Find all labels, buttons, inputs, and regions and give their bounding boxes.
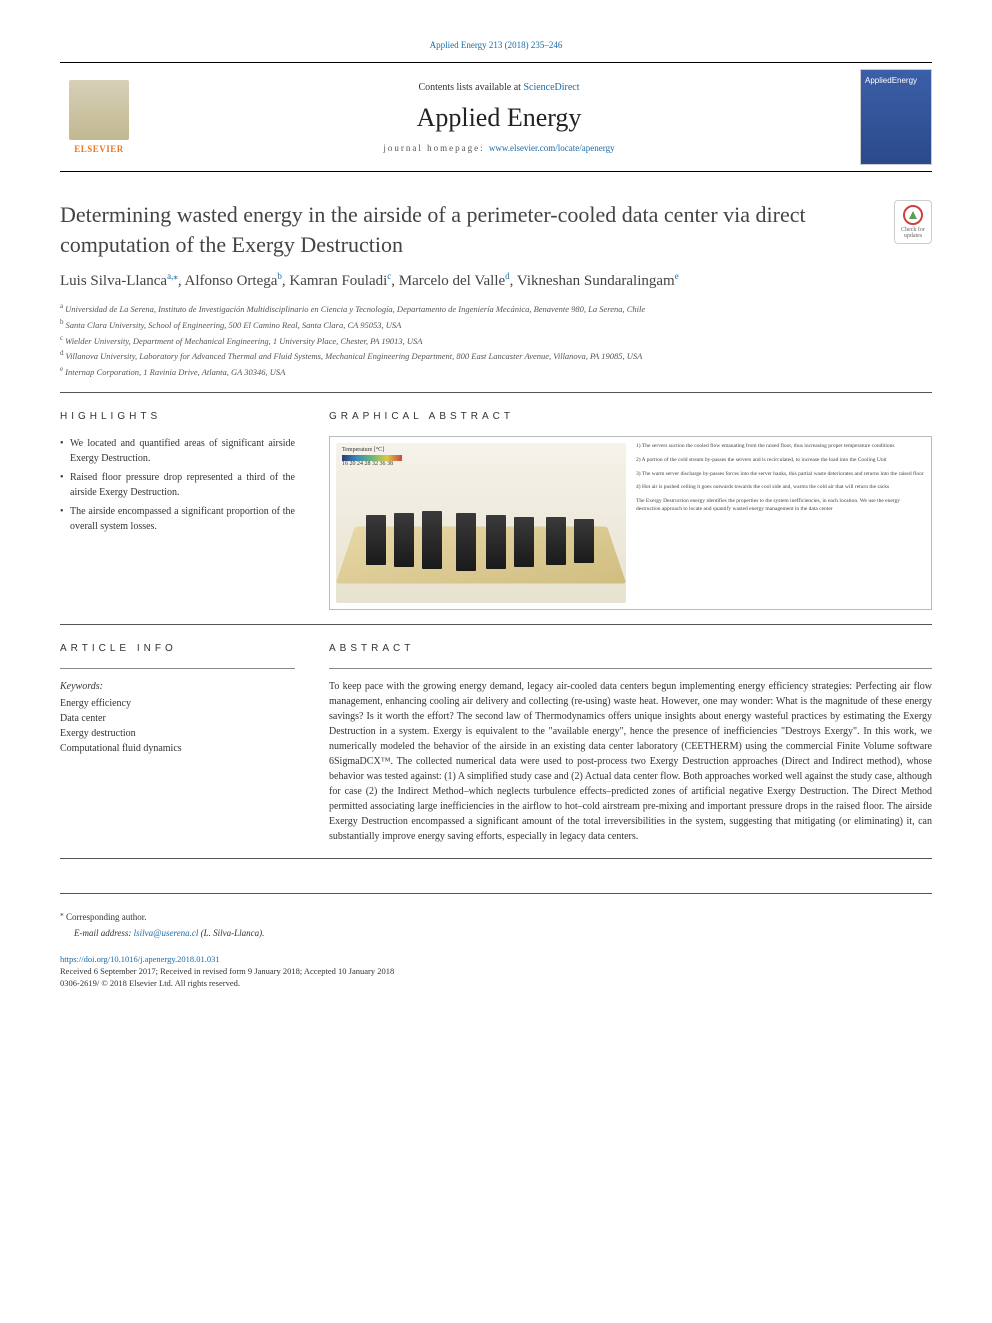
abstract-text: To keep pace with the growing energy dem… — [329, 679, 932, 844]
rule-1 — [60, 392, 932, 393]
author-4: , Marcelo del Valle — [391, 273, 505, 289]
affiliation-line: dVillanova University, Laboratory for Ad… — [60, 348, 932, 363]
elsevier-logo: ELSEVIER — [60, 73, 138, 161]
author-1: Luis Silva-Llanca — [60, 273, 167, 289]
highlight-item: Raised floor pressure drop represented a… — [60, 470, 295, 500]
ga-annotation: 3) The warm server discharge by-passes f… — [636, 471, 925, 479]
ga-rack — [394, 513, 414, 567]
journal-name: Applied Energy — [138, 103, 860, 133]
sciencedirect-link[interactable]: ScienceDirect — [523, 82, 579, 93]
affiliation-sup: a — [60, 302, 63, 310]
ga-rack — [486, 515, 506, 569]
keyword-item: Data center — [60, 711, 295, 726]
email-author: (L. Silva-Llanca). — [198, 928, 264, 938]
contents-prefix: Contents lists available at — [418, 82, 523, 93]
keywords-block: Keywords: Energy efficiencyData centerEx… — [60, 679, 295, 756]
author-5: , Vikneshan Sundaralingam — [510, 273, 675, 289]
ga-legend-title: Temperature [°C] — [342, 447, 384, 453]
doi-link[interactable]: https://doi.org/10.1016/j.apenergy.2018.… — [60, 954, 220, 964]
header-center: Contents lists available at ScienceDirec… — [138, 82, 860, 153]
received-line: Received 6 September 2017; Received in r… — [60, 966, 394, 976]
contents-line: Contents lists available at ScienceDirec… — [138, 82, 860, 93]
keyword-item: Exergy destruction — [60, 726, 295, 741]
keyword-item: Computational fluid dynamics — [60, 741, 295, 756]
journal-cover: AppliedEnergy — [860, 69, 932, 165]
footer-block: ⁎ Corresponding author. E-mail address: … — [60, 893, 932, 990]
author-5-aff[interactable]: e — [675, 271, 679, 281]
author-3: , Kamran Fouladi — [282, 273, 387, 289]
ga-annotations: 1) The servers suction the cooled flow e… — [636, 443, 925, 603]
homepage-prefix: journal homepage: — [383, 143, 488, 153]
article-info-heading: ARTICLE INFO — [60, 643, 295, 654]
highlights-row: HIGHLIGHTS We located and quantified are… — [60, 411, 932, 610]
check-updates-label: Check for updates — [897, 227, 929, 239]
keywords-label: Keywords: — [60, 679, 295, 694]
graphical-col: GRAPHICAL ABSTRACT Temperature [°C] 16 2… — [329, 411, 932, 610]
highlights-heading: HIGHLIGHTS — [60, 411, 295, 422]
affiliation-line: aUniversidad de La Serena, Instituto de … — [60, 301, 932, 316]
title-row: Determining wasted energy in the airside… — [60, 200, 932, 259]
ga-figure: Temperature [°C] 16 20 24 28 32 36 38 — [336, 443, 626, 603]
affiliation-sup: c — [60, 334, 63, 342]
ga-annotation: The Exergy Destruction energy identifies… — [636, 498, 925, 513]
article-info-col: ARTICLE INFO Keywords: Energy efficiency… — [60, 643, 295, 844]
check-updates-icon — [903, 205, 923, 225]
ga-rack — [422, 511, 442, 569]
abstract-heading: ABSTRACT — [329, 643, 932, 654]
homepage-line: journal homepage: www.elsevier.com/locat… — [138, 143, 860, 153]
abstract-row: ARTICLE INFO Keywords: Energy efficiency… — [60, 643, 932, 844]
affiliation-line: cWielder University, Department of Mecha… — [60, 333, 932, 348]
rule-2 — [60, 624, 932, 625]
rule-3 — [60, 858, 932, 859]
ga-rack — [366, 515, 386, 565]
graphical-abstract: Temperature [°C] 16 20 24 28 32 36 38 1)… — [329, 436, 932, 610]
affiliation-sup: e — [60, 365, 63, 373]
corresponding-text: Corresponding author. — [64, 912, 147, 922]
ga-annotation: 1) The servers suction the cooled flow e… — [636, 443, 925, 451]
journal-cover-label: AppliedEnergy — [865, 76, 927, 85]
article-title: Determining wasted energy in the airside… — [60, 200, 878, 259]
issn-line: 0306-2619/ © 2018 Elsevier Ltd. All righ… — [60, 978, 240, 988]
affiliation-line: bSanta Clara University, School of Engin… — [60, 317, 932, 332]
check-updates-badge[interactable]: Check for updates — [894, 200, 932, 244]
highlight-item: The airside encompassed a significant pr… — [60, 504, 295, 534]
ga-rack — [574, 519, 594, 563]
keywords-list: Energy efficiencyData centerExergy destr… — [60, 696, 295, 756]
affiliation-sup: b — [60, 318, 64, 326]
article-info-rule — [60, 668, 295, 669]
email-link[interactable]: lsilva@userena.cl — [134, 928, 199, 938]
abstract-col: ABSTRACT To keep pace with the growing e… — [329, 643, 932, 844]
affiliation-sup: d — [60, 349, 64, 357]
email-line: E-mail address: lsilva@userena.cl (L. Si… — [74, 927, 932, 941]
journal-header: ELSEVIER Contents lists available at Sci… — [60, 62, 932, 172]
doi-block: https://doi.org/10.1016/j.apenergy.2018.… — [60, 954, 932, 990]
homepage-link[interactable]: www.elsevier.com/locate/apenergy — [489, 143, 615, 153]
highlight-item: We located and quantified areas of signi… — [60, 436, 295, 466]
ga-legend-ticks: 16 20 24 28 32 36 38 — [342, 461, 393, 467]
ga-rack — [546, 517, 566, 565]
ga-annotation: 2) A portion of the cold stream by-passe… — [636, 457, 925, 465]
graphical-heading: GRAPHICAL ABSTRACT — [329, 411, 932, 422]
ga-rack — [456, 513, 476, 571]
abstract-rule — [329, 668, 932, 669]
elsevier-tree-icon — [69, 80, 129, 140]
affiliations-block: aUniversidad de La Serena, Instituto de … — [60, 301, 932, 378]
ga-annotation: 4) Hot air is pushed ceiling it goes out… — [636, 484, 925, 492]
highlights-col: HIGHLIGHTS We located and quantified are… — [60, 411, 295, 610]
author-2: , Alfonso Ortega — [178, 273, 278, 289]
authors-block: Luis Silva-Llancaa,⁎, Alfonso Ortegab, K… — [60, 269, 932, 293]
elsevier-label: ELSEVIER — [74, 144, 124, 154]
affiliation-line: eInternap Corporation, 1 Ravinia Drive, … — [60, 364, 932, 379]
highlights-list: We located and quantified areas of signi… — [60, 436, 295, 534]
ga-rack — [514, 517, 534, 567]
email-label: E-mail address: — [74, 928, 134, 938]
ga-legend: Temperature [°C] 16 20 24 28 32 36 38 — [342, 447, 402, 467]
keyword-item: Energy efficiency — [60, 696, 295, 711]
top-citation: Applied Energy 213 (2018) 235–246 — [60, 40, 932, 50]
page-container: Applied Energy 213 (2018) 235–246 ELSEVI… — [0, 0, 992, 1030]
corresponding-line: ⁎ Corresponding author. — [60, 908, 932, 925]
